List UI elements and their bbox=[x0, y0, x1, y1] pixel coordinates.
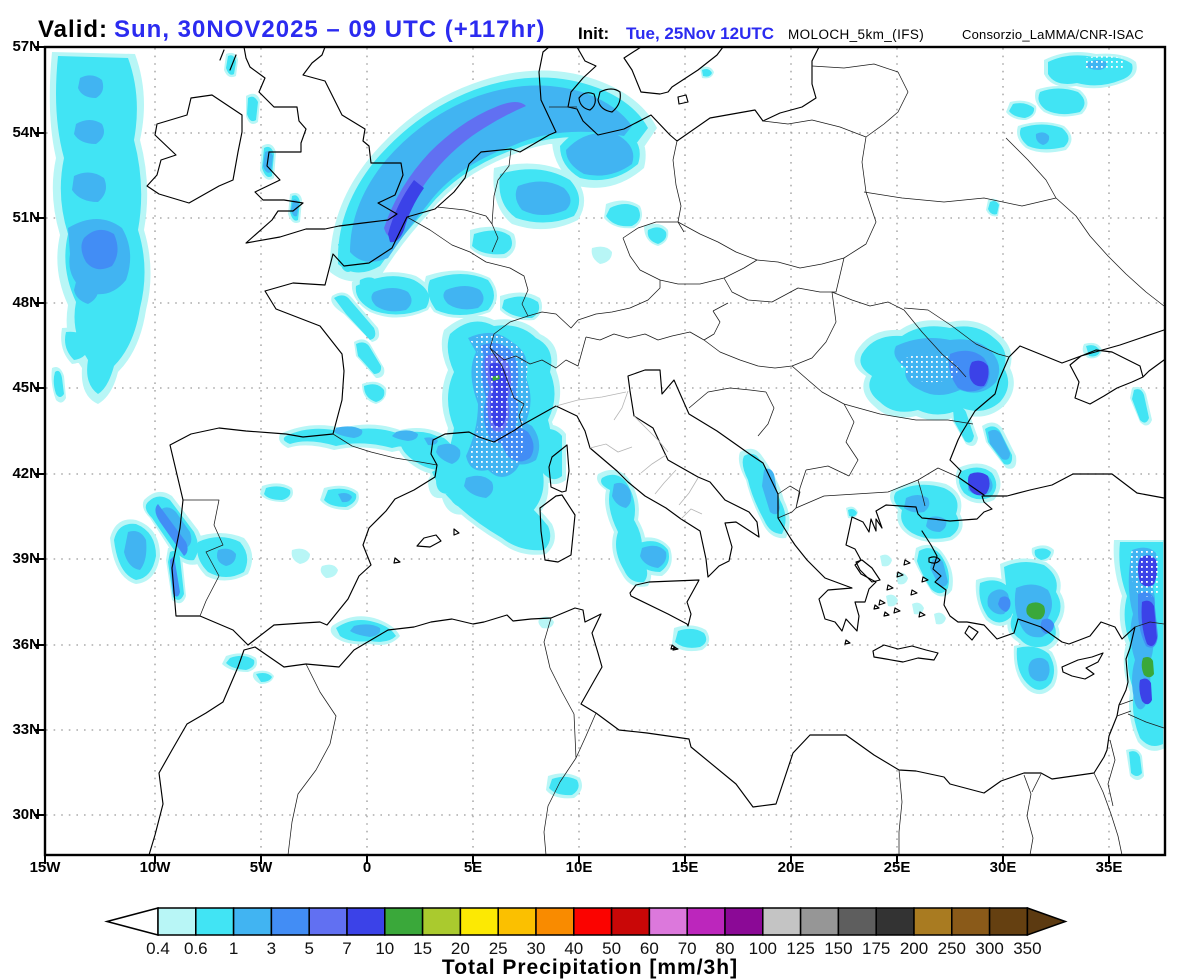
colorbar-cell-18 bbox=[837, 907, 877, 936]
colorbar-label-70: 70 bbox=[677, 939, 697, 958]
colorbar-cell-5 bbox=[346, 907, 386, 936]
lon-label-10E: 10E bbox=[565, 859, 593, 876]
colorbar-cell-2 bbox=[232, 907, 273, 936]
lon-label-30E: 30E bbox=[989, 859, 1017, 876]
colorbar-label-50: 50 bbox=[602, 939, 622, 958]
colorbar-label-0.6: 0.6 bbox=[183, 939, 208, 958]
valid-datetime: Sun, 30NOV2025 – 09 UTC (+117hr) bbox=[114, 16, 546, 43]
colorbar-cell-16 bbox=[762, 907, 802, 936]
model-name: MOLOCH_5km_(IFS) bbox=[788, 27, 925, 42]
valid-label: Valid: bbox=[38, 16, 109, 43]
colorbar-label-5: 5 bbox=[304, 939, 314, 958]
colorbar-cell-21 bbox=[951, 907, 991, 936]
italy-region-borders bbox=[555, 390, 703, 520]
colorbar-under-arrow bbox=[104, 907, 159, 936]
colorbar-cell-10 bbox=[535, 907, 575, 936]
lat-label-33N: 33N bbox=[12, 721, 40, 738]
lon-label-25E: 25E bbox=[883, 859, 911, 876]
colorbar-cell-0 bbox=[157, 907, 197, 936]
colorbar-cell-1 bbox=[195, 907, 235, 936]
colorbar-cell-9 bbox=[497, 907, 537, 936]
colorbar-cell-12 bbox=[610, 907, 651, 936]
colorbar-label-200: 200 bbox=[899, 939, 929, 958]
colorbar-cell-14 bbox=[686, 907, 726, 936]
colorbar-label-125: 125 bbox=[786, 939, 815, 958]
colorbar-cell-6 bbox=[384, 907, 424, 936]
colorbar bbox=[104, 906, 1068, 937]
colorbar-label-3: 3 bbox=[266, 939, 277, 958]
colorbar-label-250: 250 bbox=[937, 939, 966, 958]
map-frame bbox=[43, 45, 1167, 857]
init-datetime: Tue, 25Nov 12UTC bbox=[626, 24, 775, 43]
colorbar-label-80: 80 bbox=[715, 939, 735, 958]
country-borders bbox=[183, 63, 1165, 855]
colorbar-cell-7 bbox=[421, 907, 462, 936]
colorbar-label-300: 300 bbox=[975, 939, 1004, 958]
colorbar-label-100: 100 bbox=[748, 939, 777, 958]
organization-name: Consorzio_LaMMA/CNR-ISAC bbox=[962, 27, 1144, 42]
colorbar-over-arrow bbox=[1026, 906, 1068, 937]
colorbar-label-175: 175 bbox=[862, 939, 891, 958]
lat-label-54N: 54N bbox=[12, 124, 40, 141]
colorbar-label-150: 150 bbox=[824, 939, 853, 958]
colorbar-label-40: 40 bbox=[564, 939, 584, 958]
colorbar-label-60: 60 bbox=[639, 939, 659, 958]
lat-label-30N: 30N bbox=[12, 806, 40, 823]
lat-label-48N: 48N bbox=[12, 294, 40, 311]
colorbar-label-1: 1 bbox=[228, 939, 239, 958]
colorbar-label-350: 350 bbox=[1013, 939, 1042, 958]
colorbar-cell-3 bbox=[270, 907, 310, 936]
lon-label-5W: 5W bbox=[249, 859, 273, 876]
colorbar-label-25: 25 bbox=[488, 939, 508, 958]
lon-label-0: 0 bbox=[362, 859, 372, 876]
lat-label-45N: 45N bbox=[12, 379, 40, 396]
colorbar-cell-15 bbox=[724, 907, 764, 936]
colorbar-cell-19 bbox=[875, 907, 915, 936]
colorbar-title: Total Precipitation [mm/3h] bbox=[441, 956, 739, 979]
colorbar-cell-13 bbox=[648, 907, 688, 936]
lon-label-10W: 10W bbox=[139, 859, 171, 876]
lon-label-35E: 35E bbox=[1095, 859, 1123, 876]
lat-label-42N: 42N bbox=[12, 465, 40, 482]
lon-label-15E: 15E bbox=[671, 859, 699, 876]
colorbar-label-0.4: 0.4 bbox=[146, 939, 170, 958]
lat-label-39N: 39N bbox=[12, 550, 40, 567]
lon-label-5E: 5E bbox=[463, 859, 483, 876]
lat-label-36N: 36N bbox=[12, 636, 40, 653]
precipitation-layer bbox=[49, 52, 1165, 799]
colorbar-cell-20 bbox=[913, 907, 953, 936]
colorbar-cell-4 bbox=[308, 907, 348, 936]
colorbar-cell-17 bbox=[799, 907, 840, 936]
lat-label-57N: 57N bbox=[12, 38, 40, 55]
lat-label-51N: 51N bbox=[12, 209, 40, 226]
colorbar-label-30: 30 bbox=[526, 939, 546, 958]
colorbar-cell-8 bbox=[459, 907, 499, 936]
init-label: Init: bbox=[578, 24, 610, 43]
colorbar-label-7: 7 bbox=[342, 939, 352, 958]
colorbar-cell-22 bbox=[988, 907, 1029, 936]
colorbar-cell-11 bbox=[573, 907, 613, 936]
axis-tick-marks bbox=[34, 46, 1110, 864]
coastlines bbox=[146, 47, 1165, 855]
lon-label-15W: 15W bbox=[29, 859, 61, 876]
lon-label-20E: 20E bbox=[777, 859, 805, 876]
colorbar-label-10: 10 bbox=[375, 939, 395, 958]
colorbar-label-15: 15 bbox=[413, 939, 433, 958]
colorbar-label-20: 20 bbox=[450, 939, 470, 958]
